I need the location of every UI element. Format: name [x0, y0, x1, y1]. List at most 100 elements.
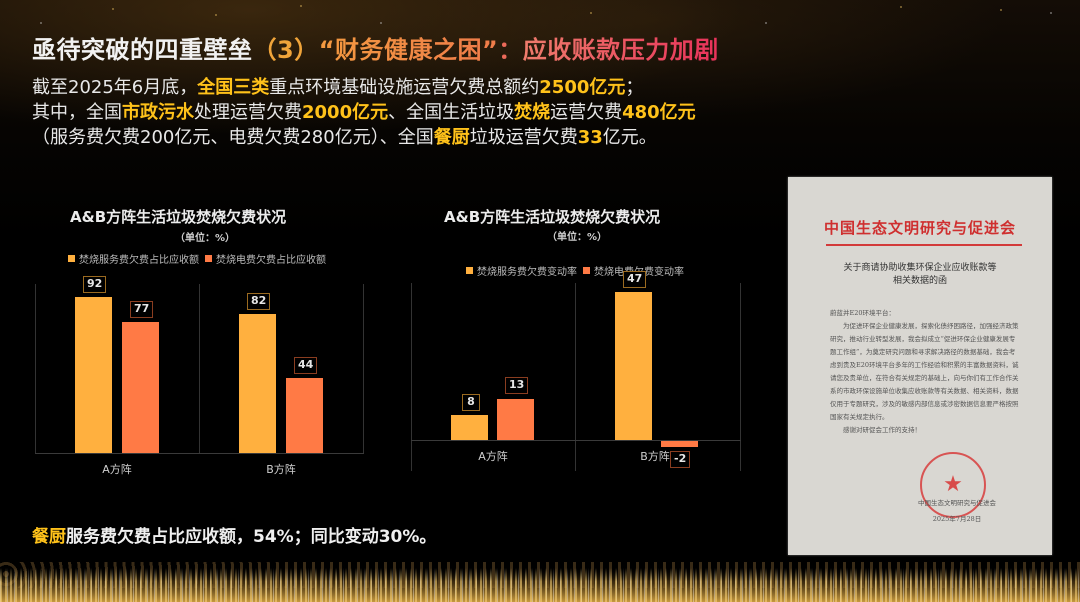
sparkle-decoration [40, 22, 42, 24]
intro-highlight: 全国三类 [197, 77, 270, 98]
bar-b-service [615, 292, 652, 440]
data-label: 13 [505, 377, 529, 394]
category-divider [199, 284, 200, 454]
intro-text: 处理运营欠费 [194, 102, 302, 123]
letter-paragraph: 为促进环保企业健康发展，探索化债纾困路径，加强经济政策研究，推动行业转型发展，我… [830, 322, 1019, 421]
intro-line-2: 其中，全国市政污水处理运营欠费2000亿元、全国生活垃圾焚烧运营欠费480亿元 [32, 100, 696, 125]
data-label: 82 [247, 293, 271, 310]
seal-star-icon: ★ [943, 472, 963, 497]
legend-swatch [466, 267, 473, 274]
category-divider [575, 283, 576, 471]
chart-unit: （单位：%） [175, 233, 236, 244]
intro-highlight: 餐厨 [433, 127, 470, 148]
letter-subject-line: 相关数据的函 [892, 276, 947, 286]
legend-item-service: 焚烧服务费欠费变动率 [466, 263, 577, 278]
official-letter-image: 中国生态文明研究与促进会 关于商请协助收集环保企业应收账款等 相关数据的函 蔚蓝… [788, 177, 1052, 555]
slide-title: 亟待突破的四重壁垒（3）“财务健康之困”：应收账款压力加剧 [32, 30, 719, 65]
x-axis-label: A方阵 [478, 450, 508, 463]
intro-line-1: 截至2025年6月底，全国三类重点环境基础设施运营欠费总额约2500亿元； [32, 75, 696, 100]
title-subtitle: 应收账款压力加剧 [522, 36, 719, 64]
intro-line-3: （服务费欠费200亿元、电费欠费280亿元）、全国餐厨垃圾运营欠费33亿元。 [32, 125, 696, 150]
baseline [35, 453, 364, 454]
legend-swatch [583, 267, 590, 274]
bar-a-power [122, 322, 159, 453]
data-label: -2 [670, 451, 691, 468]
bar-b-power [286, 378, 323, 453]
letter-subject-line: 关于商请协助收集环保企业应收账款等 [843, 263, 997, 273]
intro-text: 、全国生活垃圾 [388, 102, 515, 123]
axis-line [740, 283, 741, 471]
legend-swatch [205, 255, 212, 262]
bar-a-service [75, 297, 112, 453]
bar-a-service [451, 415, 488, 440]
intro-highlight: 市政污水 [122, 102, 194, 123]
intro-highlight: 480亿元 [622, 102, 696, 123]
letter-signature-org: 中国生态文明研究与促进会 [918, 499, 996, 507]
x-axis-label: A方阵 [102, 463, 132, 476]
intro-paragraph: 截至2025年6月底，全国三类重点环境基础设施运营欠费总额约2500亿元； 其中… [32, 75, 696, 150]
intro-text: 截至2025年6月底， [32, 77, 198, 98]
letter-org-header: 中国生态文明研究与促进会 [823, 219, 1016, 237]
title-colon: ： [498, 36, 523, 64]
sparkle-decoration [590, 12, 592, 14]
letter-body: 蔚蓝并E20环境平台： 为促进环保企业健康发展，探索化债纾困路径，加强经济政策研… [830, 307, 1020, 437]
bar-a-power [497, 399, 534, 440]
chart-legend: 焚烧服务费欠费占比应收额 焚烧电费欠费占比应收额 [68, 251, 332, 266]
data-label: 8 [462, 394, 480, 411]
letter-paragraph: 感谢对研促会工作的支持！ [843, 426, 921, 434]
intro-highlight: 焚烧 [514, 102, 551, 123]
legend-label: 焚烧服务费欠费占比应收额 [79, 255, 199, 266]
sparkle-decoration [1050, 12, 1052, 14]
red-seal-stamp: ★ [920, 452, 986, 518]
legend-item-power: 焚烧电费欠费占比应收额 [205, 251, 326, 266]
title-number: （3） [252, 36, 319, 64]
intro-text: （服务费欠费200亿元、电费欠费280亿元）、全国 [32, 127, 434, 148]
data-label: 47 [623, 271, 647, 288]
data-label: 77 [130, 301, 154, 318]
intro-text: 运营欠费 [550, 102, 623, 123]
data-label: 44 [294, 357, 318, 374]
baseline [411, 440, 741, 441]
chart-unit: （单位：%） [547, 232, 608, 243]
legend-swatch [68, 255, 75, 262]
chart-title: A&B方阵生活垃圾焚烧欠费状况 [444, 208, 661, 226]
axis-line [411, 283, 412, 471]
sparkle-decoration [300, 5, 302, 7]
sparkle-decoration [1000, 9, 1002, 11]
intro-text: 其中，全国 [32, 102, 122, 123]
letter-signature: 中国生态文明研究与促进会 2025年7月28日 [918, 495, 996, 527]
footer-highlight: 餐厨 [32, 527, 66, 547]
intro-text: 垃圾运营欠费 [469, 127, 578, 148]
axis-line [35, 284, 36, 454]
intro-text: 重点环境基础设施运营欠费总额约 [269, 77, 540, 98]
chart-title: A&B方阵生活垃圾焚烧欠费状况 [70, 208, 287, 226]
sparkle-decoration [900, 6, 902, 8]
x-axis-label: B方阵 [266, 463, 296, 476]
letter-salutation: 蔚蓝并E20环境平台： [830, 309, 896, 317]
letter-red-rule [826, 244, 1022, 246]
intro-text: 亿元。 [602, 127, 657, 148]
footer-text: 服务费欠费占比应收额，54%；同比变动30%。 [66, 527, 437, 547]
letter-subject: 关于商请协助收集环保企业应收账款等 相关数据的函 [788, 262, 1052, 288]
intro-highlight: 2500亿元 [539, 77, 626, 98]
glitter-decoration [0, 568, 1080, 602]
axis-line [363, 284, 364, 454]
x-axis-label: B方阵 [640, 450, 670, 463]
legend-item-service: 焚烧服务费欠费占比应收额 [68, 251, 199, 266]
bar-b-power [661, 441, 698, 447]
data-label: 92 [83, 276, 107, 293]
intro-highlight: 33 [577, 127, 603, 148]
sparkle-decoration [215, 14, 217, 16]
letter-date: 2025年7月28日 [932, 515, 982, 523]
title-main: 亟待突破的四重壁垒 [32, 36, 253, 64]
sparkle-decoration [765, 22, 767, 24]
title-quote: “财务健康之困” [318, 36, 499, 64]
bar-b-service [239, 314, 276, 453]
sparkle-decoration [112, 8, 114, 10]
legend-label: 焚烧服务费欠费变动率 [477, 267, 577, 278]
footer-note: 餐厨服务费欠费占比应收额，54%；同比变动30%。 [32, 522, 436, 547]
chart-legend: 焚烧服务费欠费变动率 焚烧电费欠费变动率 [466, 263, 690, 278]
intro-highlight: 2000亿元 [302, 102, 389, 123]
legend-label: 焚烧电费欠费占比应收额 [216, 255, 326, 266]
